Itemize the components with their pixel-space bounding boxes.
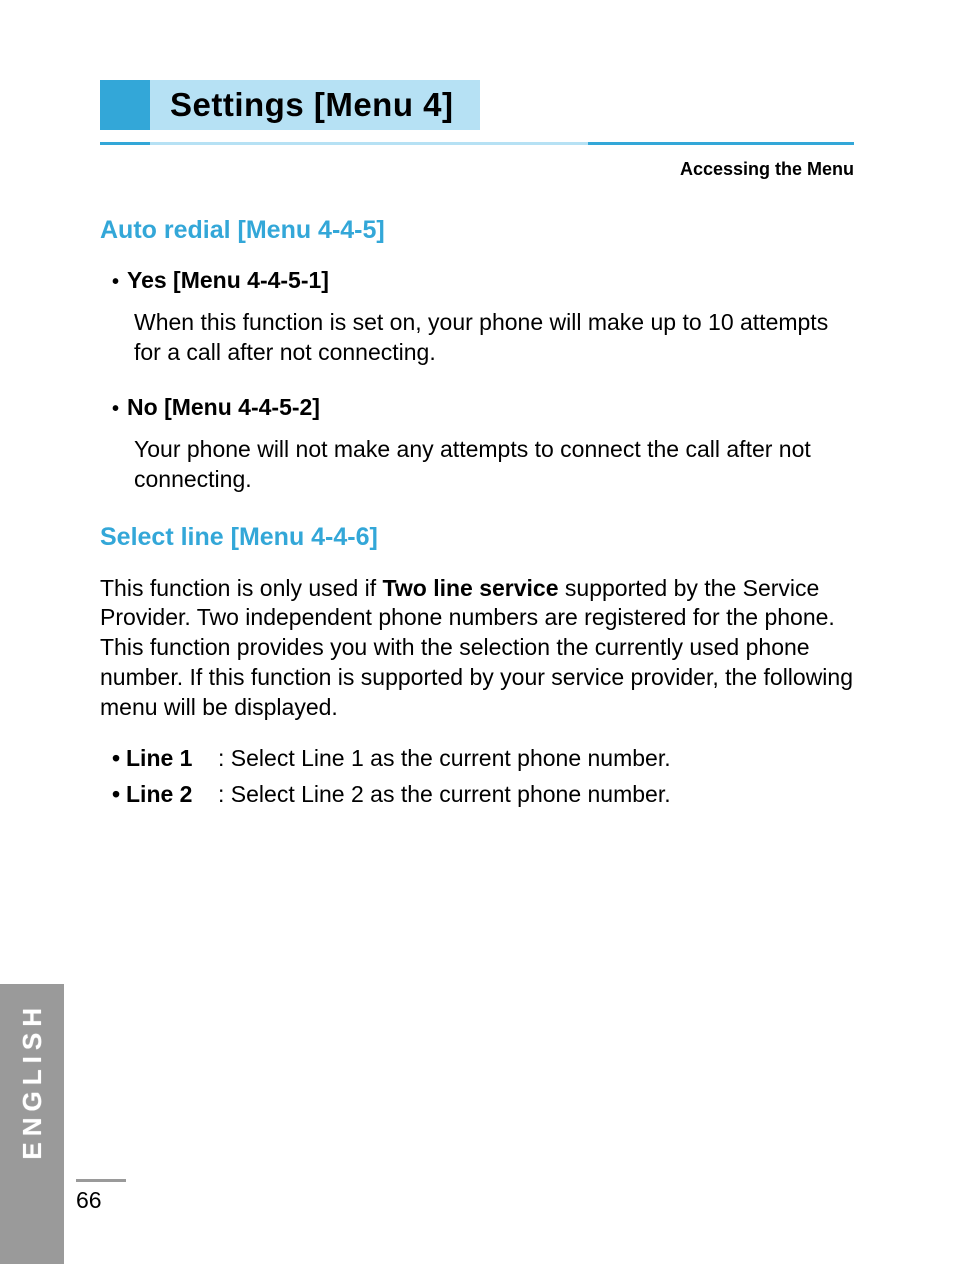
select-line-intro: This function is only used if Two line s…	[100, 574, 854, 723]
language-label: ENGLISH	[17, 1002, 48, 1160]
line1-item: • Line 1 : Select Line 1 as the current …	[100, 741, 854, 777]
title-square-icon	[100, 80, 150, 130]
item-text-no: Your phone will not make any attempts to…	[112, 435, 854, 495]
item-no: • No [Menu 4-4-5-2] Your phone will not …	[100, 394, 854, 495]
line2-label: Line 2	[126, 777, 218, 813]
bullet-icon: •	[112, 398, 119, 421]
bullet-icon: •	[112, 777, 126, 813]
line2-item: • Line 2 : Select Line 2 as the current …	[100, 777, 854, 813]
item-heading-yes: Yes [Menu 4-4-5-1]	[127, 267, 329, 294]
bullet-icon: •	[112, 271, 119, 294]
item-text-yes: When this function is set on, your phone…	[112, 308, 854, 368]
item-yes: • Yes [Menu 4-4-5-1] When this function …	[100, 267, 854, 368]
intro-bold: Two line service	[383, 575, 559, 601]
line1-label: Line 1	[126, 741, 218, 777]
title-underline-left	[100, 142, 150, 145]
title-underline-right	[588, 142, 854, 145]
bullet-icon: •	[112, 741, 126, 777]
page-number-rule	[76, 1179, 126, 1182]
section-heading-auto-redial: Auto redial [Menu 4-4-5]	[100, 216, 854, 245]
section-heading-select-line: Select line [Menu 4-4-6]	[100, 523, 854, 552]
content: Auto redial [Menu 4-4-5] • Yes [Menu 4-4…	[100, 216, 854, 812]
title-bar: Settings [Menu 4]	[100, 80, 854, 145]
page-title: Settings [Menu 4]	[150, 80, 480, 130]
line1-desc: : Select Line 1 as the current phone num…	[218, 741, 854, 777]
line2-desc: : Select Line 2 as the current phone num…	[218, 777, 854, 813]
page-number: 66	[76, 1187, 102, 1214]
title-box: Settings [Menu 4]	[100, 80, 480, 130]
language-tab: ENGLISH	[0, 984, 64, 1264]
intro-pre: This function is only used if	[100, 575, 383, 601]
page: Settings [Menu 4] Accessing the Menu Aut…	[0, 0, 954, 1264]
item-heading-no: No [Menu 4-4-5-2]	[127, 394, 320, 421]
breadcrumb: Accessing the Menu	[100, 159, 854, 180]
